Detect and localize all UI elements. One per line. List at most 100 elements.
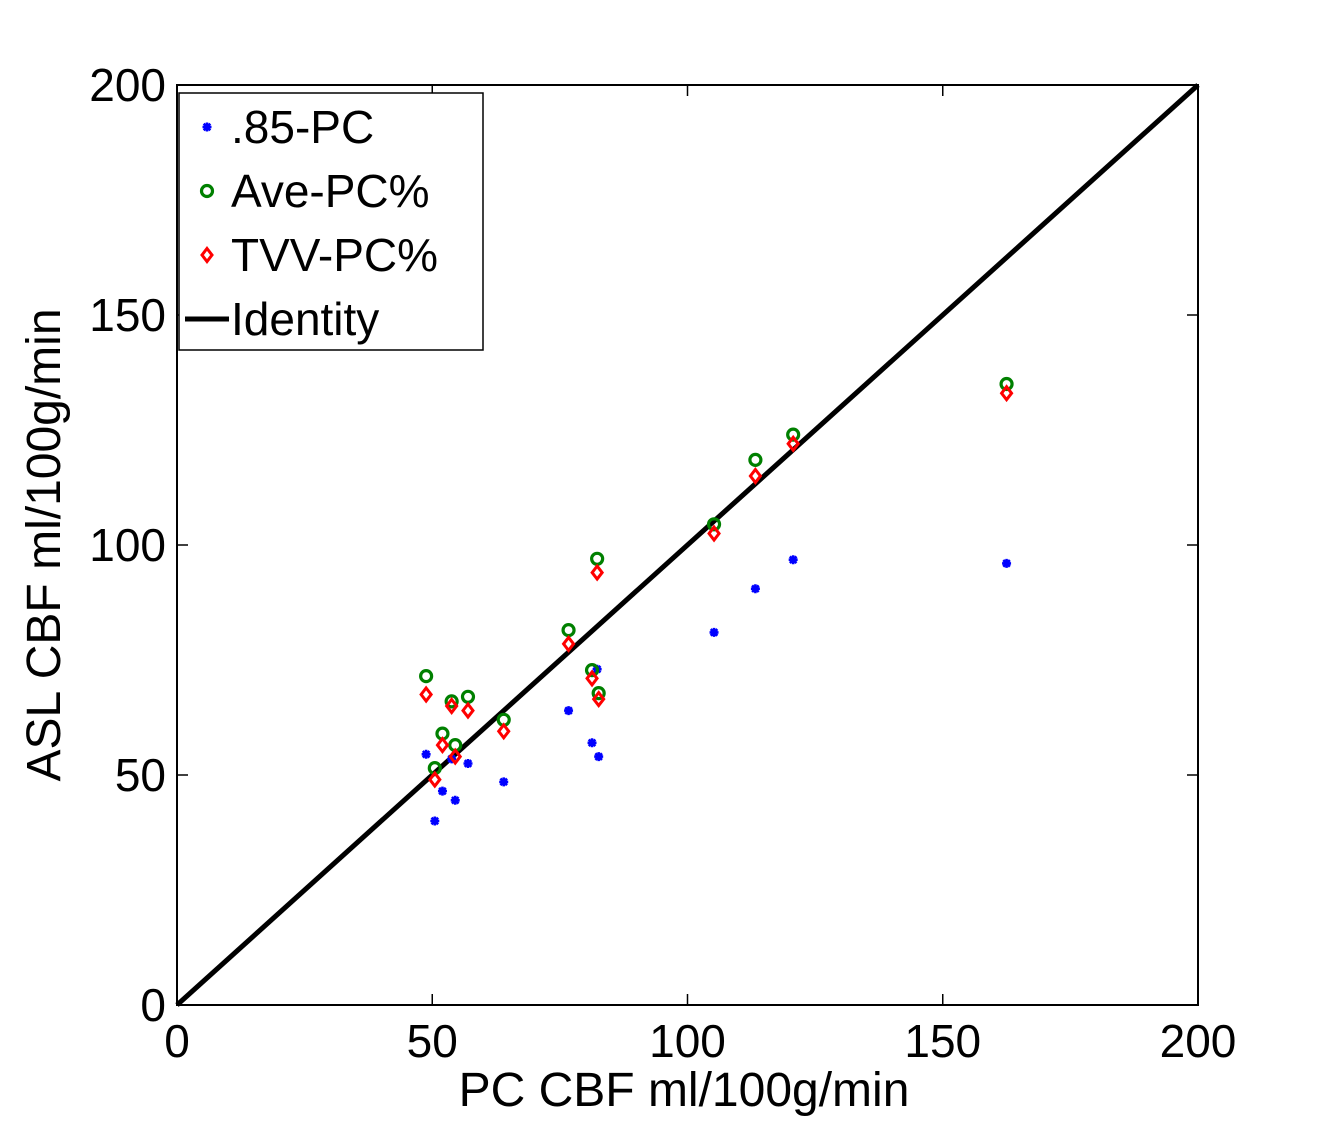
series-0-point-13	[788, 555, 798, 565]
series-2-point-0	[419, 685, 434, 704]
x-tick-label-4: 200	[1160, 1015, 1237, 1067]
legend-label-1: Ave-PC%	[231, 165, 430, 217]
series-1-point-3-shape	[444, 694, 459, 709]
series-0-point-6-shape	[499, 777, 509, 787]
series-2-point-0-shape	[419, 685, 434, 704]
legend-label-0: .85-PC	[231, 101, 374, 153]
series-1-point-3	[444, 694, 459, 709]
legend-marker-2	[200, 246, 214, 264]
identity-line	[175, 83, 1200, 1007]
series-0-point-1	[430, 816, 440, 826]
series-2-point-1-shape	[427, 770, 442, 789]
series-2-point-4	[448, 747, 463, 766]
data-points	[419, 376, 1014, 826]
series-2-point-11-shape	[707, 524, 721, 543]
series-1-point-14-shape	[999, 376, 1014, 392]
series-0-point-10-shape	[594, 752, 604, 762]
series-0-point-1-shape	[430, 816, 440, 826]
x-tick-label-0: 0	[164, 1015, 190, 1067]
legend-items: .85-PC Ave-PC% TVV-PC% Identity	[185, 101, 438, 345]
series-1	[419, 376, 1014, 776]
series-2-point-11	[707, 524, 721, 543]
x-axis-label: PC CBF ml/100g/min	[459, 1064, 910, 1117]
series-0-point-11-shape	[709, 627, 719, 637]
legend-box	[178, 92, 484, 351]
series-1-point-13	[786, 427, 801, 442]
identity-line-layer	[175, 83, 1200, 1007]
x-tick-label-3: 150	[904, 1015, 981, 1067]
series-0-point-11	[709, 627, 719, 637]
series-0-point-12	[750, 584, 760, 594]
series-0-point-5	[463, 759, 473, 768]
series-2-point-8	[585, 669, 599, 688]
legend-label-2: TVV-PC%	[231, 229, 438, 281]
series-0-point-4-shape	[450, 795, 460, 805]
series-1-point-12-shape	[748, 452, 763, 467]
series-0-point-6	[499, 777, 509, 787]
series-2-point-10-shape	[591, 690, 606, 709]
series-1-point-13-shape	[786, 427, 801, 442]
series-1-point-8-shape	[584, 663, 600, 678]
series-2-point-7	[561, 634, 576, 653]
legend: .85-PC Ave-PC% TVV-PC% Identity	[178, 92, 484, 351]
series-0-point-5-shape	[463, 759, 473, 768]
legend-marker-1-shape	[199, 183, 215, 199]
series-0-point-7-shape	[564, 706, 574, 716]
y-axis-label: ASL CBF ml/100g/min	[18, 308, 71, 781]
series-1-point-11	[706, 517, 722, 532]
series-1-point-10	[591, 686, 606, 701]
legend-label-3: Identity	[231, 293, 379, 345]
series-2-point-13-shape	[786, 434, 801, 453]
series-2-point-2-shape	[435, 736, 450, 755]
series-0-point-13-shape	[788, 555, 798, 565]
series-1-point-10-shape	[591, 686, 606, 701]
series-1-point-0	[419, 668, 434, 684]
series-0-point-10	[594, 752, 604, 762]
x-tick-label-1: 50	[407, 1015, 458, 1067]
series-0-point-0-shape	[421, 749, 431, 759]
series-2-point-9	[590, 563, 605, 582]
series-2-point-3-shape	[444, 697, 459, 715]
series-2-point-1	[427, 770, 442, 789]
series-1-point-8	[584, 663, 600, 678]
series-2-point-12	[748, 467, 763, 485]
series-2-point-14-shape	[999, 384, 1014, 403]
series-0-point-12-shape	[750, 584, 760, 594]
series-0-point-2	[437, 786, 447, 796]
legend-marker-0	[202, 122, 212, 132]
series-2-point-6	[496, 722, 511, 741]
x-tick-label-2: 100	[649, 1015, 726, 1067]
series-2-point-3	[444, 697, 459, 715]
series-0-point-8-shape	[587, 738, 597, 748]
legend-marker-0-shape	[202, 122, 212, 132]
series-2-point-8-shape	[585, 669, 599, 688]
series-1-point-0-shape	[419, 668, 434, 684]
series-2-point-6-shape	[496, 722, 511, 741]
series-0-point-4	[450, 795, 460, 805]
series-1-point-11-shape	[706, 517, 722, 532]
series-0-point-7	[564, 706, 574, 716]
series-2-point-5-shape	[461, 701, 475, 720]
series-2-point-9-shape	[590, 563, 605, 582]
series-0-point-14	[1002, 558, 1012, 568]
series-0-point-14-shape	[1002, 558, 1012, 568]
series-0-point-0	[421, 749, 431, 759]
series-2-point-13	[786, 434, 801, 453]
y-tick-label-1: 50	[115, 749, 166, 801]
legend-marker-2-shape	[200, 246, 214, 264]
series-2-point-12-shape	[748, 467, 763, 485]
series-2-point-4-shape	[448, 747, 463, 766]
y-tick-label-2: 100	[89, 519, 166, 571]
y-tick-label-4: 200	[89, 59, 166, 111]
series-1-point-14	[999, 376, 1014, 392]
series-2-point-7-shape	[561, 634, 576, 653]
series-2-point-5	[461, 701, 475, 720]
y-tick-label-0: 0	[140, 979, 166, 1031]
series-1-point-12	[748, 452, 763, 467]
legend-marker-1	[199, 183, 215, 199]
series-2-point-14	[999, 384, 1014, 403]
series-2-point-10	[591, 690, 606, 709]
series-0-point-2-shape	[437, 786, 447, 796]
series-0-point-8	[587, 738, 597, 748]
